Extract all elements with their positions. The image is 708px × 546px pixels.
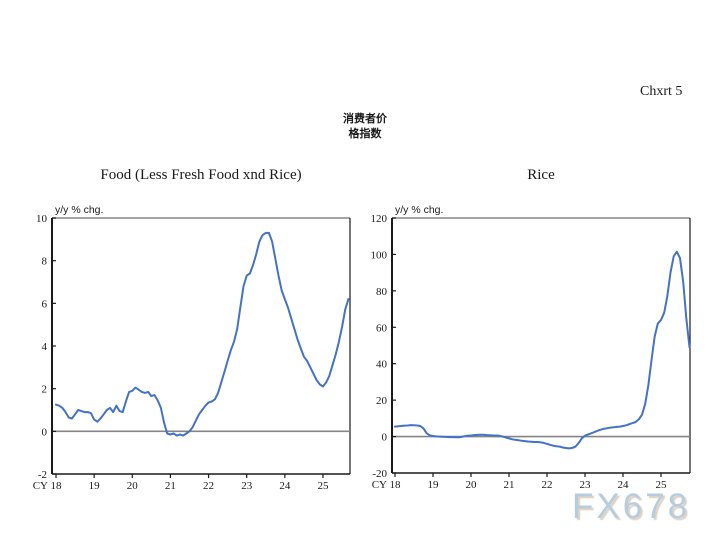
svg-text:80: 80	[376, 286, 388, 298]
svg-text:CY: CY	[33, 480, 48, 492]
svg-text:21: 21	[165, 480, 176, 492]
svg-text:100: 100	[371, 249, 388, 261]
svg-text:21: 21	[504, 479, 515, 491]
svg-text:20: 20	[466, 479, 478, 491]
svg-text:2: 2	[42, 384, 48, 396]
svg-text:8: 8	[42, 256, 48, 268]
svg-text:-20: -20	[372, 468, 387, 480]
svg-text:60: 60	[376, 322, 388, 334]
svg-text:20: 20	[127, 480, 139, 492]
svg-text:22: 22	[542, 479, 553, 491]
svg-text:0: 0	[42, 426, 48, 438]
svg-text:-2: -2	[38, 469, 47, 481]
svg-text:10: 10	[36, 213, 48, 225]
food-chart-title: Food (Less Fresh Food xnd Rice)	[100, 167, 302, 183]
svg-text:120: 120	[371, 213, 388, 225]
cpi-header-line1: 消费者价	[343, 113, 387, 125]
cpi-header-line2: 格指数	[348, 128, 382, 140]
svg-text:CY: CY	[372, 479, 387, 491]
svg-text:25: 25	[317, 480, 329, 492]
svg-text:24: 24	[618, 479, 630, 491]
watermark: FX678	[572, 487, 691, 526]
svg-text:25: 25	[656, 479, 668, 491]
svg-text:20: 20	[376, 395, 388, 407]
svg-text:y/y % chg.: y/y % chg.	[55, 204, 103, 216]
svg-text:6: 6	[42, 298, 48, 310]
svg-text:40: 40	[376, 359, 388, 371]
svg-text:23: 23	[580, 479, 592, 491]
svg-text:0: 0	[382, 432, 388, 444]
svg-text:19: 19	[428, 479, 440, 491]
svg-text:22: 22	[203, 480, 214, 492]
svg-text:23: 23	[241, 480, 253, 492]
svg-text:4: 4	[42, 341, 48, 353]
svg-text:19: 19	[89, 480, 101, 492]
cpi-header: 消费者价 格指数	[300, 112, 430, 142]
svg-text:18: 18	[51, 480, 63, 492]
svg-text:y/y % chg.: y/y % chg.	[395, 204, 443, 216]
rice-chart-title: Rice	[527, 167, 555, 183]
chart-number-label: Chxrt 5	[640, 84, 683, 99]
svg-text:24: 24	[279, 480, 291, 492]
svg-text:18: 18	[390, 479, 402, 491]
